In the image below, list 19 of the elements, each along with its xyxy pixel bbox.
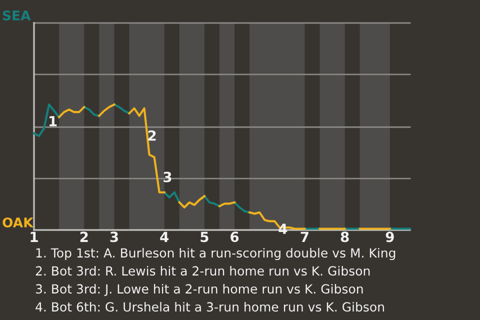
- x-tick-label: 3: [110, 232, 118, 242]
- x-tick-label: 7: [300, 232, 308, 242]
- annotation: 4: [278, 224, 288, 234]
- annotation: 2: [148, 130, 156, 141]
- text: 4. Bot 6th: G. Urshela hit a 3-run home run vs K. Gibson: [36, 302, 384, 312]
- text: OAK: [2, 217, 34, 228]
- x-tick-label: 9: [386, 232, 394, 242]
- text: SEA: [2, 10, 31, 20]
- x-tick-label: 5: [200, 232, 208, 242]
- text: 1. Top 1st: A. Burleson hit a run-scoring double vs M. King: [36, 248, 396, 260]
- x-tick-label: 1: [30, 232, 38, 242]
- x-tick-label: 6: [230, 232, 239, 242]
- x-tick-label: 4: [160, 232, 169, 242]
- annotation: 1: [50, 116, 57, 126]
- text: 2. Bot 3rd: R. Lewis hit a 2-run home run vs K. Gibson: [36, 266, 370, 276]
- x-tick-label: 8: [340, 232, 349, 242]
- text: 3. Bot 3rd: J. Lowe hit a 2-run home run vs K. Gibson: [36, 284, 363, 296]
- annotation: 3: [164, 172, 172, 182]
- x-tick-label: 2: [80, 232, 88, 242]
